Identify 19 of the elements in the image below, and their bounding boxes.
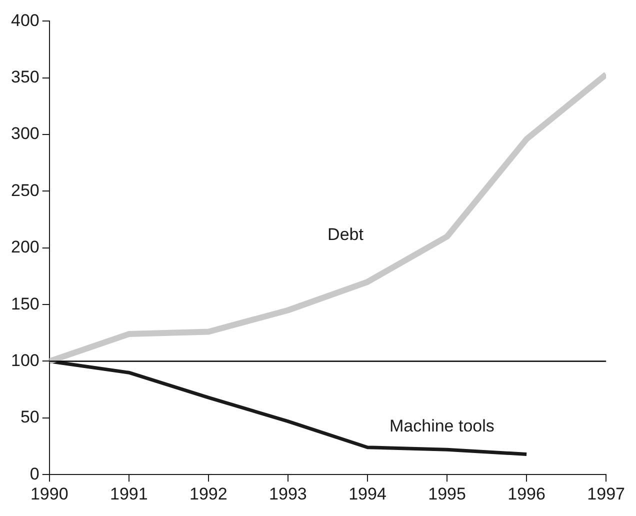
y-tick-label: 100 — [10, 350, 40, 370]
y-tick-label: 350 — [10, 68, 40, 87]
x-tick-label: 1994 — [348, 484, 386, 504]
x-tick-label: 1993 — [269, 484, 307, 504]
y-tick-label: 400 — [10, 10, 40, 30]
y-tick-label: 300 — [10, 124, 40, 144]
y-tick-label: 200 — [10, 238, 40, 257]
x-tick-label: 1990 — [30, 484, 68, 504]
text: Debt — [328, 225, 364, 244]
x-tick-label: 1997 — [587, 484, 626, 504]
y-tick-label: 150 — [10, 294, 40, 314]
y-tick-label: 250 — [10, 180, 40, 200]
x-tick-label: 1995 — [428, 484, 466, 504]
y-tick-label: 50 — [20, 408, 40, 427]
x-tick-label: 1996 — [508, 484, 546, 504]
x-tick-label: 1992 — [190, 484, 228, 504]
series-label: Machine tools — [389, 416, 494, 436]
x-tick-label: 1991 — [110, 484, 148, 504]
y-tick-label: 0 — [30, 464, 40, 484]
